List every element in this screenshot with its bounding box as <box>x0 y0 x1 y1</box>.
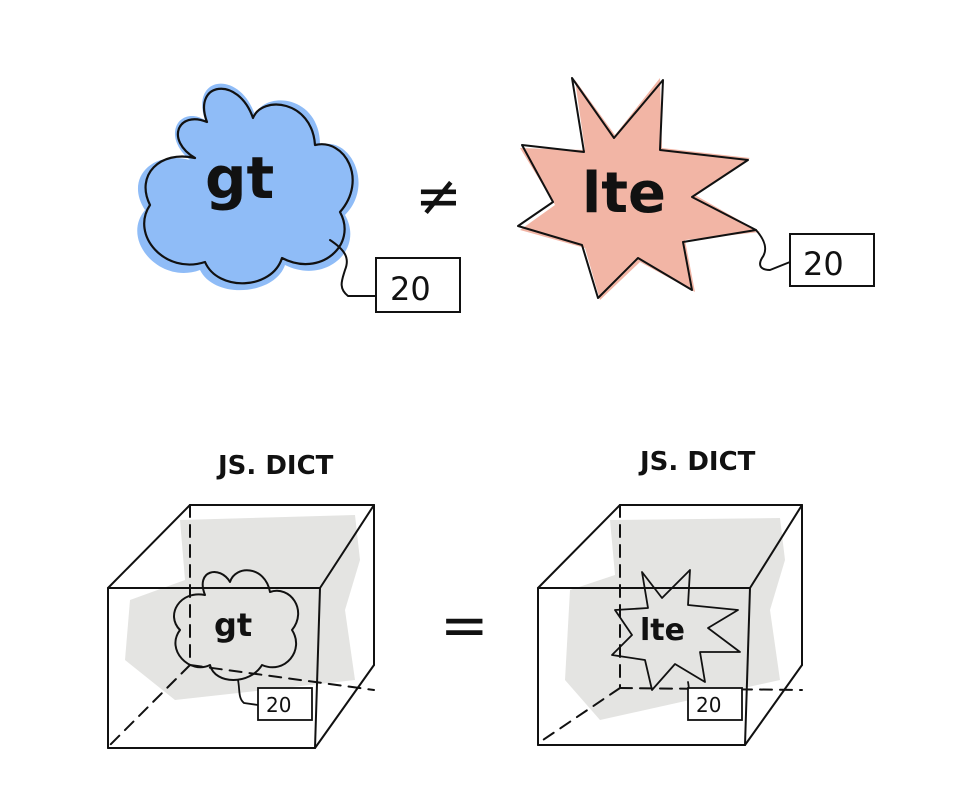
gt-value-tag <box>375 257 461 313</box>
equal-operator: = <box>440 591 489 659</box>
not-equal-operator: ≠ <box>415 164 462 229</box>
gt-cloud-shape <box>137 83 377 297</box>
left-dict-cube <box>107 504 375 749</box>
lte-small-label: lte <box>640 613 685 648</box>
right-dict-cube <box>537 504 803 746</box>
gt-small-cloud <box>173 569 299 706</box>
right-box-title: JS. DICT <box>638 447 756 477</box>
gt-small-value-tag <box>257 687 313 721</box>
lte-small-value: 20 <box>696 693 721 717</box>
lte-value: 20 <box>803 245 844 283</box>
left-box-title: JS. DICT <box>216 451 334 481</box>
gt-value: 20 <box>390 270 431 308</box>
gt-label: gt <box>205 144 274 212</box>
lte-label: lte <box>582 161 666 226</box>
lte-star-shape <box>517 77 791 300</box>
gt-small-label: gt <box>214 606 252 644</box>
gt-small-value: 20 <box>266 693 291 717</box>
lte-small-value-tag <box>687 687 743 721</box>
lte-value-tag <box>789 233 875 287</box>
